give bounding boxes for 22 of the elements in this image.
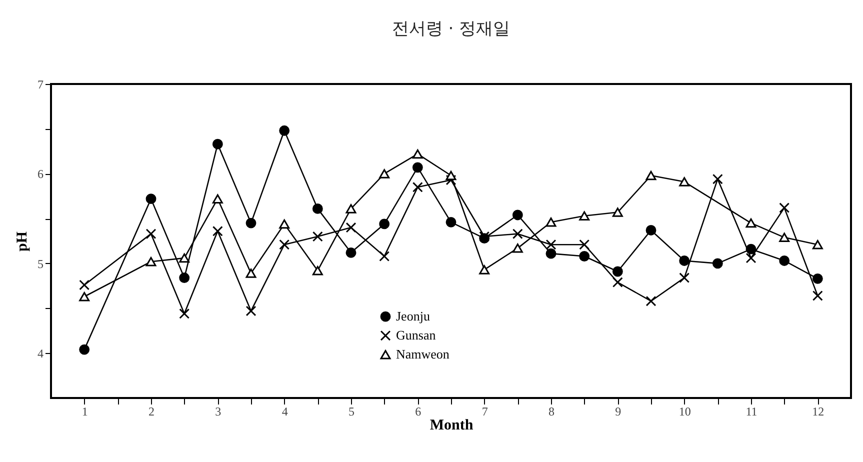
x-tick-label: 7 [482,404,488,418]
y-tick-label: 4 [38,346,44,361]
x-tick-label: 6 [415,404,422,418]
x-tick-label: 2 [148,404,154,418]
x-tick-label: 3 [215,404,222,418]
y-axis-title: pH [14,231,30,252]
x-tick-label: 4 [282,404,288,418]
legend-label: Jeonju [396,308,430,324]
x-tick-label: 10 [678,404,691,418]
x-tick-label: 5 [348,404,354,418]
x-tick-label: 9 [615,404,622,418]
x-tick-label: 11 [746,404,758,418]
x-tick-label: 12 [812,404,824,418]
x-axis-title: Month [430,418,474,434]
legend-label: Gunsan [396,328,436,343]
y-tick-label: 6 [38,167,44,182]
x-tick-label: 8 [548,404,554,418]
y-tick-label: 5 [38,256,44,271]
x-tick-label: 1 [82,404,88,418]
legend-label: Namweon [396,346,450,362]
y-tick-label: 7 [38,78,44,92]
chart-title: 전서령 · 정재일 [392,19,510,39]
